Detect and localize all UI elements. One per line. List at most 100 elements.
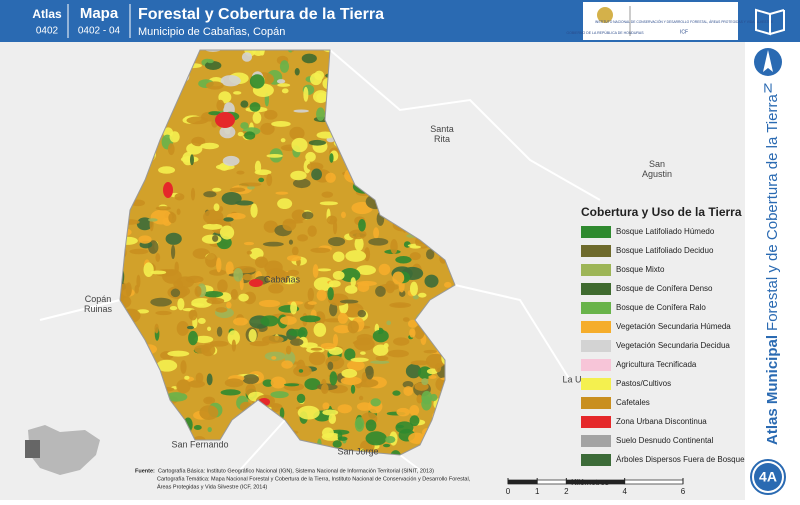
land-patch [264,351,286,361]
land-patch [396,424,405,429]
land-patch [220,389,241,396]
land-patch [312,264,319,278]
land-patch [375,355,389,362]
land-patch [296,393,306,404]
municipality-outline [119,49,456,456]
land-patch [205,397,213,403]
land-patch [186,325,195,330]
land-patch [368,238,389,246]
land-patch [392,271,405,285]
land-patch [327,361,334,371]
place-label-line: San [649,159,665,169]
land-patch [307,287,315,302]
land-patch [167,350,190,357]
land-patch [425,353,446,369]
land-patch [240,122,249,130]
urban-patch [215,112,235,128]
land-patch [260,122,275,135]
legend-label: Árboles Dispersos Fuera de Bosque [616,455,745,464]
land-patch [188,380,206,388]
land-patch [249,74,265,89]
land-patch [258,177,265,183]
place-label-line: Ruinas [84,304,113,314]
source-line: Cartografía Temática: Mapa Nacional Fore… [157,476,471,482]
land-patch [390,239,398,255]
land-patch [390,450,402,455]
land-patch [386,320,392,326]
land-patch [207,426,212,433]
land-patch [212,234,219,242]
land-patch [333,324,352,334]
land-patch [167,143,175,156]
land-patch [241,52,253,62]
land-patch [237,131,244,137]
land-patch [332,440,342,448]
land-patch [287,269,300,276]
land-patch [409,328,416,338]
land-patch [193,425,202,431]
atlas-label: Atlas [32,7,62,21]
land-patch [290,338,304,346]
land-patch [293,109,309,113]
land-patch [174,193,185,201]
legend-label: Vegetación Secundaria Húmeda [616,322,731,331]
land-patch [402,381,414,388]
land-patch [260,315,279,327]
land-patch [337,404,352,414]
land-patch [271,121,291,127]
title: Forestal y Cobertura de la Tierra [138,6,384,23]
land-patch [337,436,348,441]
land-patch [292,178,311,189]
land-patch [288,239,293,245]
land-patch [321,383,329,394]
land-patch [249,102,261,112]
source: Fuente: Cartografía Básica: Instituto Geo… [135,468,471,490]
land-patch [408,432,426,444]
land-patch [266,153,283,158]
land-patch [194,335,214,344]
land-patch [375,285,386,297]
land-patch [410,360,430,366]
land-patch [344,348,356,361]
place-label-line: Santa [430,124,454,134]
land-patch [407,319,418,328]
land-patch [365,365,374,380]
land-patch [176,320,189,336]
land-patch [191,303,205,307]
land-patch [434,362,442,373]
land-patch [356,402,373,411]
land-patch [412,294,419,300]
land-patch [313,277,334,291]
land-patch [405,363,422,379]
land-patch [409,415,420,427]
land-patch [252,111,262,124]
land-patch [310,347,323,351]
legend-swatch [581,454,611,466]
land-patch [225,261,234,276]
land-patch [298,369,304,373]
land-patch [392,337,410,346]
land-patch [314,70,325,81]
land-patch [365,419,377,432]
land-patch [370,398,381,407]
land-patch [249,340,270,347]
land-patch [357,309,367,318]
inset-map [28,425,100,475]
land-patch [329,302,338,317]
land-patch [282,218,297,231]
inset-highlight [25,440,40,458]
land-patch [162,269,182,284]
land-patch [289,126,305,141]
land-patch [156,359,178,372]
land-patch [365,431,387,446]
land-patch [443,281,452,288]
land-patch [217,279,228,293]
land-patch [219,206,224,212]
land-patch [312,90,329,104]
land-patch [322,409,339,416]
scale-unit: Kilómetros [571,478,609,487]
urban-patch [249,279,263,287]
land-patch [409,281,418,296]
land-patch [373,227,380,239]
land-patch [168,212,177,224]
